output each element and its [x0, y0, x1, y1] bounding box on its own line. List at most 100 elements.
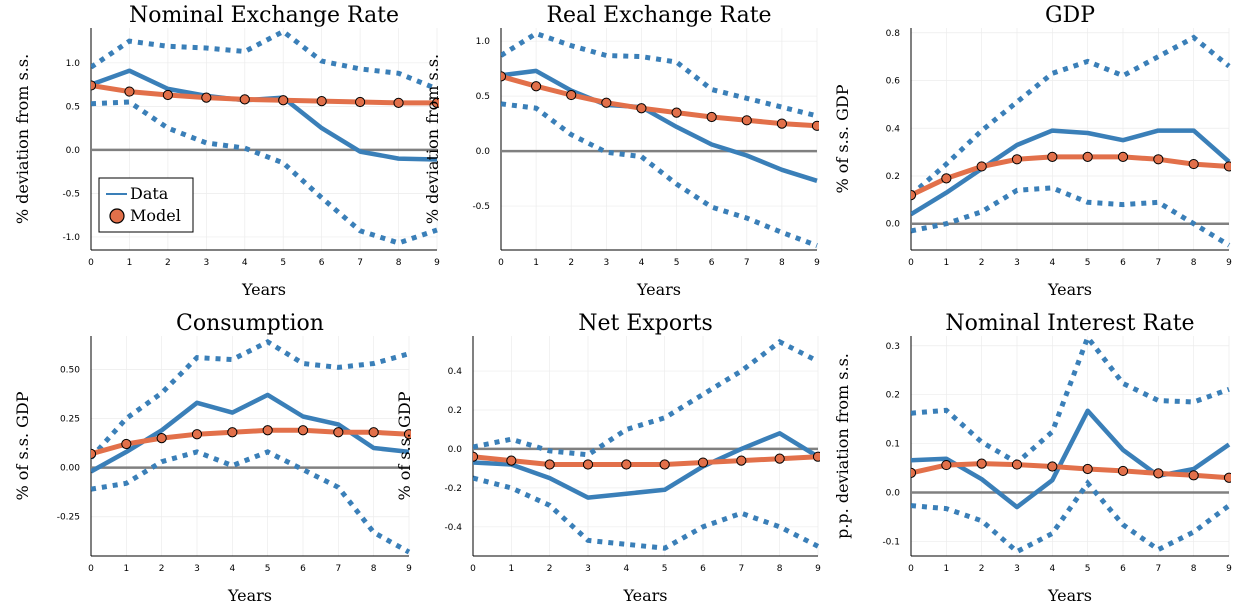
- model-point: [121, 438, 132, 450]
- x-tick-label: 9: [406, 564, 412, 574]
- model-point: [1117, 465, 1129, 477]
- model-point: [191, 429, 203, 440]
- y-tick-label: -0.25: [57, 513, 80, 523]
- y-tick-label: 0.0: [66, 146, 81, 156]
- y-tick-label: -0.2: [444, 484, 462, 494]
- x-tick-label: 0: [498, 258, 504, 268]
- model-point: [911, 467, 917, 478]
- model-line: [911, 154, 1230, 198]
- model-point: [706, 111, 717, 123]
- x-tick-label: 6: [709, 258, 715, 268]
- y-tick-label: 0.6: [886, 77, 901, 87]
- x-tick-label: 3: [1014, 258, 1020, 268]
- x-tick-label: 1: [533, 258, 539, 268]
- model-point: [671, 107, 682, 118]
- model-line: [911, 461, 1230, 481]
- model-line: [91, 427, 410, 457]
- y-tick-label: 0.5: [476, 92, 490, 102]
- y-axis-label: % of s.s. GDP: [833, 84, 852, 193]
- model-point: [473, 451, 479, 462]
- model-point: [1223, 161, 1231, 172]
- model-line: [473, 454, 819, 467]
- x-tick-label: 8: [1191, 258, 1197, 268]
- x-tick-label: 0: [470, 564, 476, 574]
- model-point: [697, 457, 709, 468]
- y-tick-label: 0.4: [886, 124, 901, 134]
- x-tick-label: 0: [88, 258, 94, 268]
- legend-label-data: Data: [130, 184, 169, 203]
- model-point: [774, 453, 785, 464]
- x-axis-label: Years: [227, 586, 272, 605]
- legend-label-model: Model: [130, 206, 181, 225]
- model-point: [941, 459, 952, 471]
- data-band-line: [91, 449, 411, 555]
- model-point: [156, 433, 167, 444]
- model-point: [162, 89, 173, 101]
- model-point: [368, 427, 379, 438]
- model-point: [811, 120, 819, 131]
- model-point: [1153, 468, 1164, 479]
- data-band-line: [911, 479, 1231, 555]
- x-tick-label: 3: [194, 564, 200, 574]
- model-point: [278, 95, 289, 106]
- y-tick-label: -0.4: [444, 523, 462, 533]
- panel-5: 0 1 2 3 4 5 6 7 8 9 -0.4 -0.2 0.0 0.2 0.4 Net Exports Ye…: [395, 311, 821, 605]
- model-point: [506, 455, 517, 466]
- model-point: [911, 189, 917, 201]
- model-point: [544, 459, 555, 470]
- model-point: [636, 103, 647, 114]
- panel-2: 0 1 2 3 4 5 6 7 8 9 -0.5 0.0 0.5 1.0 Real Exchange Rat…: [423, 3, 820, 299]
- model-point: [812, 451, 820, 462]
- x-tick-label: 9: [1226, 258, 1232, 268]
- x-axis-label: Years: [241, 280, 286, 299]
- model-point: [976, 161, 987, 172]
- data-band-line: [473, 338, 820, 458]
- y-axis-label: % deviation from s.s.: [13, 54, 32, 224]
- model-point: [601, 97, 612, 108]
- x-tick-label: 6: [300, 564, 306, 574]
- x-tick-label: 7: [1155, 258, 1161, 268]
- legend-model-swatch: [109, 208, 125, 224]
- series-group: [91, 339, 411, 555]
- x-tick-label: 3: [585, 564, 591, 574]
- x-tick-label: 9: [814, 258, 820, 268]
- x-tick-label: 2: [979, 258, 985, 268]
- x-tick-label: 6: [1120, 564, 1126, 574]
- y-axis-label: p.p. deviation from s.s.: [833, 353, 852, 539]
- panel-title: Net Exports: [578, 311, 713, 336]
- model-point: [403, 429, 411, 440]
- x-tick-label: 9: [1226, 564, 1232, 574]
- x-tick-label: 7: [738, 564, 744, 574]
- x-tick-label: 1: [123, 564, 129, 574]
- x-tick-label: 7: [744, 258, 750, 268]
- y-tick-label: 0.50: [60, 365, 80, 375]
- model-point: [297, 425, 309, 436]
- y-tick-label: 0.3: [886, 342, 900, 352]
- model-point: [1082, 151, 1093, 163]
- series-group: [473, 338, 820, 551]
- y-tick-label: -0.5: [472, 202, 490, 212]
- x-tick-label: 5: [662, 564, 668, 574]
- x-axis-label: Years: [1047, 586, 1092, 605]
- model-point: [621, 459, 632, 470]
- y-tick-label: 0.2: [448, 406, 462, 416]
- x-tick-label: 6: [319, 258, 325, 268]
- x-tick-label: 9: [434, 258, 440, 268]
- panel-3: 0 1 2 3 4 5 6 7 8 9 0.0 0.2 0.4 0.6 0.8 GDP Years % of s.…: [833, 3, 1232, 299]
- x-tick-label: 8: [779, 258, 785, 268]
- model-point: [227, 427, 238, 438]
- y-tick-label: 0.8: [886, 29, 901, 39]
- x-tick-label: 5: [674, 258, 680, 268]
- y-tick-label: 0.0: [886, 488, 901, 498]
- x-tick-label: 3: [203, 258, 209, 268]
- x-tick-label: 2: [159, 564, 165, 574]
- model-point: [1188, 470, 1199, 481]
- x-tick-label: 0: [908, 564, 914, 574]
- x-tick-label: 5: [1085, 564, 1091, 574]
- x-tick-label: 4: [1049, 564, 1055, 574]
- y-tick-label: 0.00: [60, 464, 80, 474]
- x-tick-label: 3: [1014, 564, 1020, 574]
- model-point: [1188, 158, 1199, 170]
- model-point: [501, 71, 507, 82]
- series-group: [911, 332, 1231, 555]
